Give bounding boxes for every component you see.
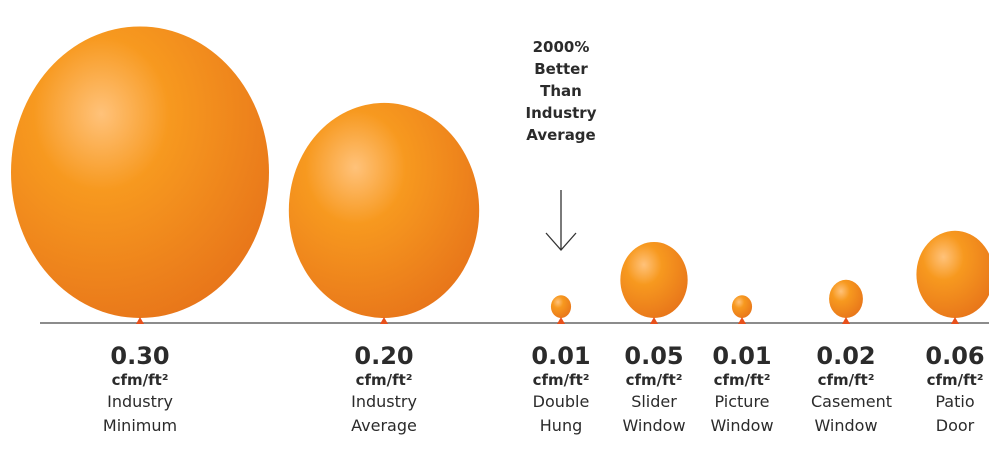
balloon-label: 0.20 cfm/ft² Industry Average <box>334 342 434 438</box>
category-label: Picture Window <box>710 392 774 435</box>
arrow-head <box>545 232 577 251</box>
category-label: Slider Window <box>622 392 686 435</box>
balloon <box>550 295 572 319</box>
unit-label: cfm/ft² <box>926 371 984 389</box>
balloon-label: 0.01 cfm/ft² Double Hung <box>511 342 611 438</box>
balloon <box>620 241 688 318</box>
category-label: Patio Door <box>935 392 975 435</box>
value-label: 0.01 <box>531 342 591 370</box>
unit-label: cfm/ft² <box>532 371 590 389</box>
balloon-knot <box>951 317 959 324</box>
unit-label: cfm/ft² <box>111 371 169 389</box>
balloon-knot <box>557 317 565 324</box>
category-label: Industry Average <box>351 392 417 435</box>
unit-label: cfm/ft² <box>355 371 413 389</box>
category-label: Double Hung <box>532 392 590 435</box>
value-label: 0.02 <box>816 342 876 370</box>
balloon <box>288 102 480 318</box>
balloon-knot <box>650 317 658 324</box>
category-label: Casement Window <box>811 392 892 435</box>
balloon-knot <box>380 317 388 324</box>
value-label: 0.05 <box>624 342 684 370</box>
balloon-knot <box>738 317 746 324</box>
balloon-label: 0.02 cfm/ft² Casement Window <box>796 342 896 438</box>
unit-label: cfm/ft² <box>713 371 771 389</box>
category-label: Industry Minimum <box>102 392 178 435</box>
balloon-label: 0.06 cfm/ft² Patio Door <box>905 342 989 438</box>
value-label: 0.20 <box>354 342 414 370</box>
value-label: 0.01 <box>712 342 772 370</box>
balloon-knot <box>136 317 144 324</box>
unit-label: cfm/ft² <box>817 371 875 389</box>
unit-label: cfm/ft² <box>625 371 683 389</box>
balloon <box>731 295 753 319</box>
balloon-knot <box>842 317 850 324</box>
value-label: 0.30 <box>110 342 170 370</box>
annotation: 2000% Better Than Industry Average <box>525 38 597 144</box>
value-label: 0.06 <box>925 342 985 370</box>
balloon-label: 0.01 cfm/ft² Picture Window <box>692 342 792 438</box>
balloon-label: 0.30 cfm/ft² Industry Minimum <box>90 342 190 438</box>
balloon <box>11 26 269 318</box>
balloon <box>916 230 989 318</box>
balloon <box>829 279 863 319</box>
balloon-label: 0.05 cfm/ft² Slider Window <box>604 342 704 438</box>
